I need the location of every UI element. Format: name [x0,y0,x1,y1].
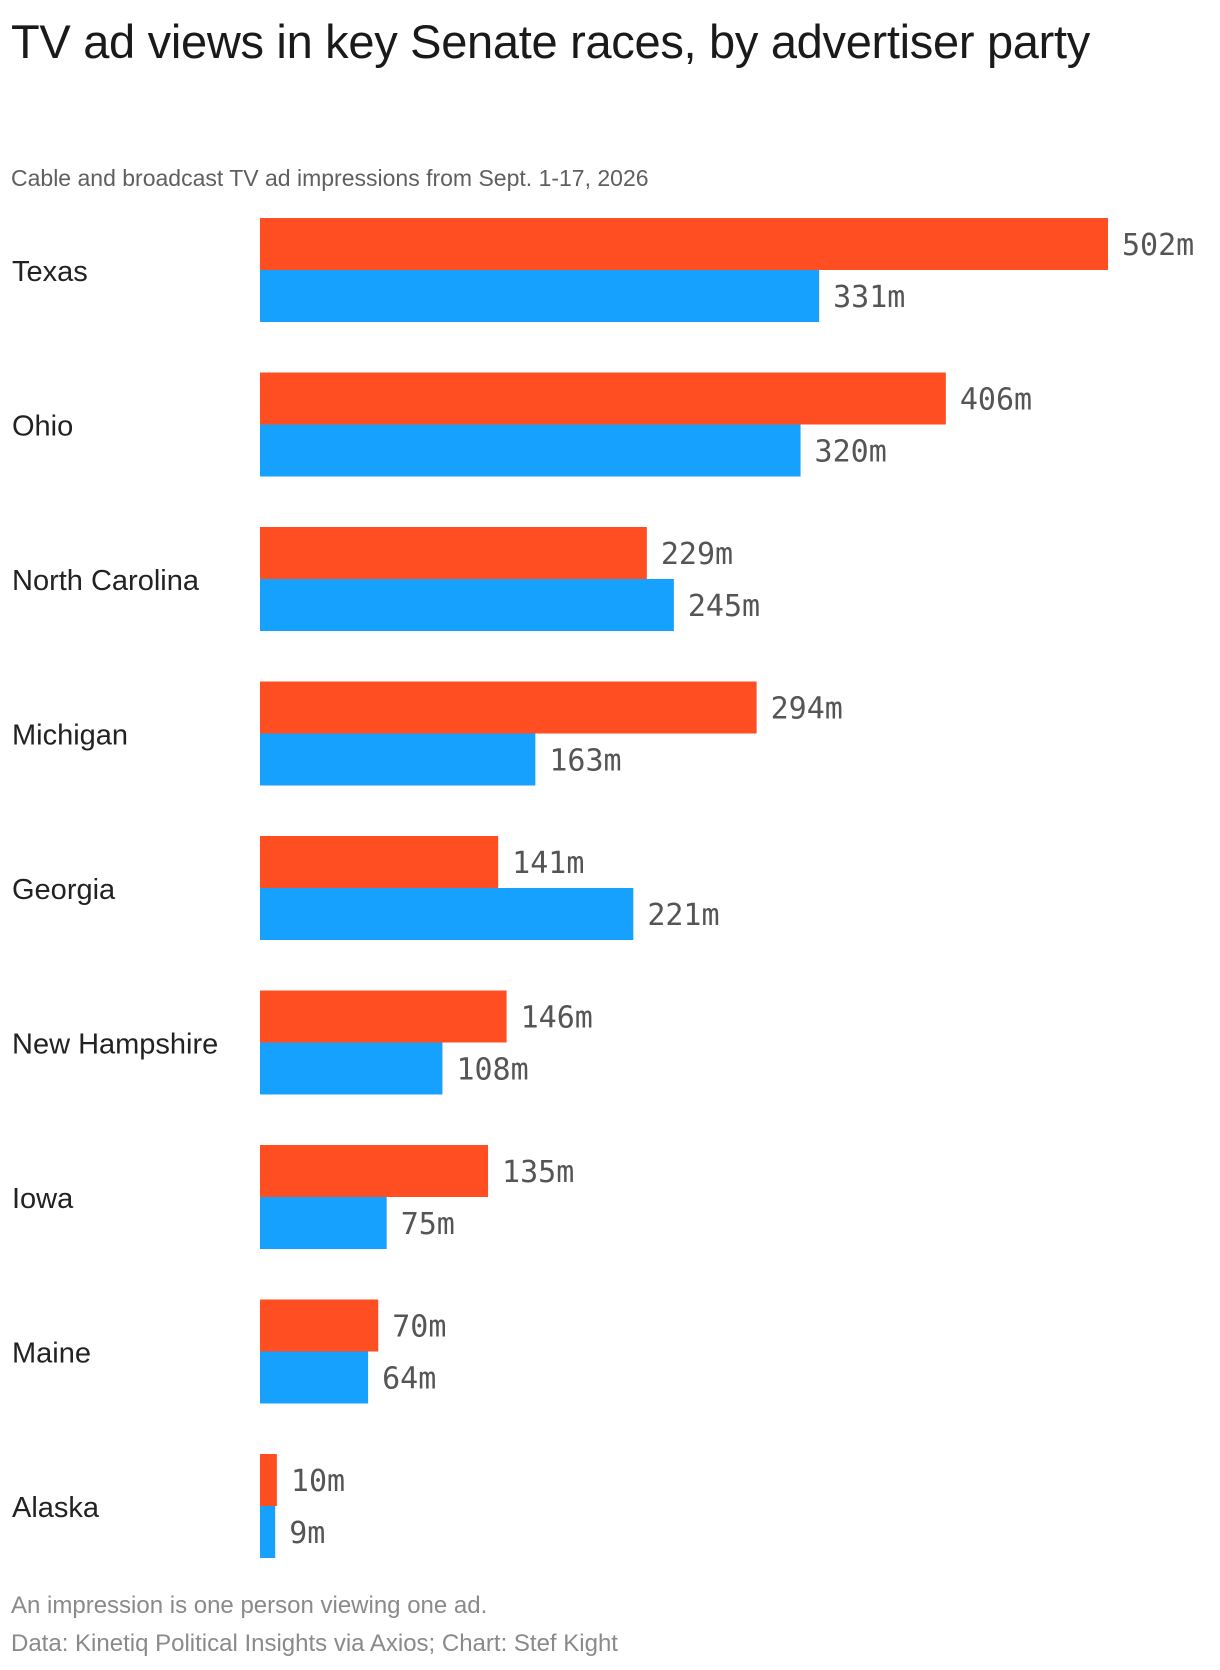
bar-blue [260,1506,276,1558]
bar-blue [260,270,820,322]
bar-blue [260,1042,443,1095]
category-label: Georgia [12,874,116,906]
value-label: 146m [521,1001,593,1036]
bar-blue [260,1197,387,1249]
value-label: 331m [833,280,905,315]
bar-red [260,1145,489,1197]
value-label: 135m [502,1155,574,1190]
value-label: 163m [549,744,621,779]
value-label: 502m [1122,228,1194,263]
bar-blue [260,733,536,786]
bar-blue [260,424,801,477]
value-label: 221m [647,898,719,933]
bar-red [260,681,757,734]
category-label: Maine [12,1338,91,1370]
source-credit: Data: Kinetiq Political Insights via Axi… [11,1630,618,1657]
value-label: 108m [456,1053,528,1088]
value-label: 70m [392,1310,446,1345]
value-label: 320m [815,435,887,470]
bar-red [260,1299,379,1352]
chart-title: TV ad views in key Senate races, by adve… [11,15,1090,68]
bar-red [260,372,946,425]
value-label: 64m [382,1362,436,1397]
bar-red [260,527,647,579]
value-label: 229m [661,537,733,572]
bar-blue [260,888,634,940]
bar-red [260,990,507,1043]
category-label: North Carolina [12,565,200,597]
footnote: An impression is one person viewing one … [11,1592,488,1619]
value-label: 75m [401,1207,455,1242]
value-label: 9m [289,1516,325,1551]
value-label: 10m [291,1464,345,1499]
category-label: Iowa [12,1183,74,1215]
bar-blue [260,579,674,631]
bar-blue [260,1351,369,1404]
plot-area: Texas 502m 331m Ohio 406m 320m North Carolina 2… [12,218,1194,1558]
value-label: 406m [960,383,1032,418]
bar-red [260,1454,277,1506]
bar-red [260,836,499,888]
bar-red [260,218,1108,270]
category-label: Texas [12,256,88,288]
category-label: Michigan [12,720,128,752]
chart-subtitle: Cable and broadcast TV ad impressions fr… [11,165,649,191]
category-label: New Hampshire [12,1029,218,1061]
value-label: 141m [512,846,584,881]
value-label: 294m [771,692,843,727]
category-label: Ohio [12,411,73,443]
value-label: 245m [688,589,760,624]
category-label: Alaska [12,1492,100,1524]
